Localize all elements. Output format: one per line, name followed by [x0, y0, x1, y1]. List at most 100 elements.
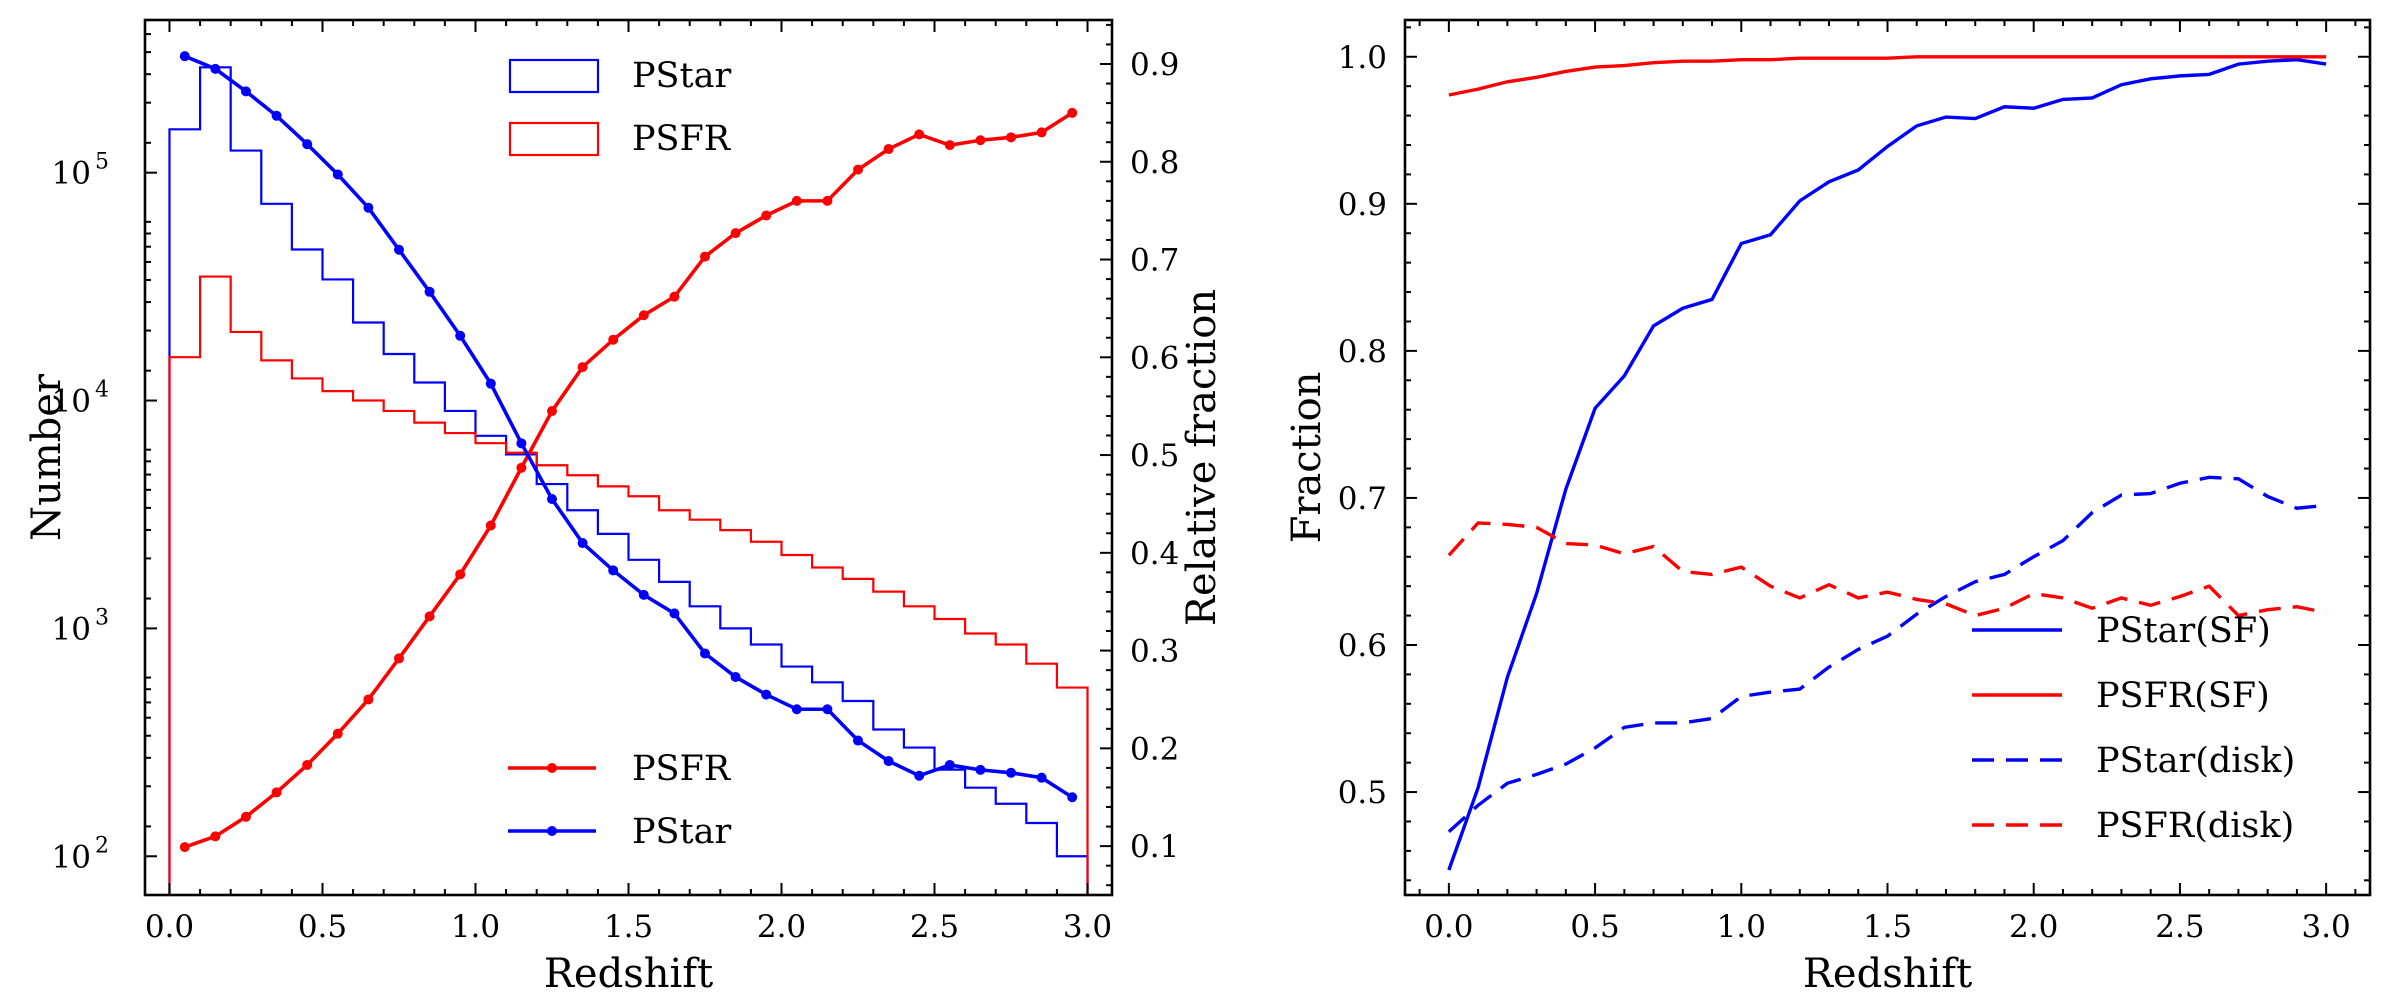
point-pstar: [700, 648, 711, 659]
point-pstar: [271, 110, 282, 121]
x-tick-label: 1.5: [1863, 909, 1912, 945]
legend-label: PStar(SF): [2096, 611, 2271, 651]
point-pstar: [761, 689, 772, 700]
point-psfr: [546, 406, 557, 417]
point-psfr: [853, 164, 864, 175]
x-tick-label: 0.5: [298, 909, 347, 945]
y2-tick-label: 0.6: [1130, 340, 1179, 376]
legend-label: PStar(disk): [2096, 741, 2295, 781]
series-line-psfr: [184, 111, 1074, 849]
point-pstar: [791, 704, 802, 715]
legend-label: PSFR(disk): [2096, 806, 2294, 846]
legend-label: PSFR: [632, 749, 732, 789]
point-psfr: [179, 842, 190, 853]
x-tick-label: 2.5: [2155, 909, 2204, 945]
point-psfr: [700, 251, 711, 262]
point-psfr: [975, 135, 986, 146]
legend-label: PSFR(SF): [2096, 676, 2270, 716]
series-line-pstar-disk: [1447, 475, 2327, 834]
y-tick-label: 1.0: [1338, 40, 1387, 76]
legend-marker-pstar: [547, 826, 557, 836]
point-psfr: [485, 520, 496, 531]
y-axis-label: Fraction: [1284, 372, 1330, 544]
point-psfr: [455, 569, 466, 580]
point-pstar: [1067, 792, 1078, 803]
point-pstar: [883, 756, 894, 767]
point-psfr: [332, 728, 343, 739]
x-tick-label: 3.0: [1063, 909, 1112, 945]
series-line-psfr-disk: [1447, 521, 2327, 618]
point-psfr: [393, 653, 404, 664]
y-tick-label: 0.6: [1338, 628, 1387, 664]
point-psfr: [638, 310, 649, 321]
series-line-psfr-sf: [1448, 55, 2327, 97]
y-tick-label: 10: [52, 839, 91, 875]
y2-tick-label: 0.9: [1130, 47, 1179, 83]
point-pstar: [302, 139, 313, 150]
legend-fractions: PSFR PStar: [508, 749, 732, 852]
point-psfr: [761, 210, 772, 221]
point-pstar: [822, 704, 833, 715]
x-axis-label: Redshift: [544, 951, 713, 997]
y2-tick-label: 0.7: [1130, 243, 1179, 279]
point-psfr: [577, 362, 588, 373]
series-line-pstar-sf: [1447, 57, 2327, 871]
point-psfr: [424, 611, 435, 622]
point-psfr: [822, 195, 833, 206]
y-tick-label: 10: [52, 611, 91, 647]
point-psfr: [302, 759, 313, 770]
legend-label: PStar: [632, 56, 731, 96]
y2-tick-label: 0.2: [1130, 731, 1179, 767]
y2-axis-label: Relative fraction: [1179, 289, 1225, 626]
point-pstar: [546, 494, 557, 505]
point-pstar: [944, 759, 955, 770]
point-psfr: [944, 140, 955, 151]
point-pstar: [669, 608, 680, 619]
point-pstar: [179, 51, 190, 62]
y-tick-exponent: 5: [95, 150, 109, 175]
x-tick-label: 3.0: [2301, 909, 2350, 945]
point-psfr: [240, 811, 251, 822]
x-tick-label: 1.0: [1717, 909, 1766, 945]
point-pstar: [1006, 767, 1017, 778]
point-psfr: [210, 831, 221, 842]
y2-tick-label: 0.4: [1130, 536, 1179, 572]
y-axis-label: Number: [24, 373, 70, 541]
point-psfr: [608, 334, 619, 345]
y-tick-label: 0.9: [1338, 187, 1387, 223]
point-pstar: [853, 735, 864, 746]
point-pstar: [393, 244, 404, 255]
point-pstar: [1036, 772, 1047, 783]
legend-label: PStar: [632, 812, 731, 852]
legend-swatch-psfr: [508, 121, 600, 157]
y2-tick-label: 0.1: [1130, 829, 1179, 865]
point-psfr: [730, 228, 741, 239]
legend-label: PSFR: [632, 119, 732, 159]
x-tick-label: 1.5: [604, 909, 653, 945]
point-psfr: [669, 291, 680, 302]
y-tick-label: 0.8: [1338, 334, 1387, 370]
point-psfr: [516, 462, 527, 473]
point-psfr: [271, 787, 282, 798]
x-tick-label: 1.0: [451, 909, 500, 945]
x-tick-label: 0.0: [1424, 909, 1473, 945]
point-pstar: [638, 589, 649, 600]
point-pstar: [210, 63, 221, 74]
y2-tick-label: 0.3: [1130, 634, 1179, 670]
y2-tick-label: 0.5: [1130, 438, 1179, 474]
point-pstar: [332, 169, 343, 180]
right-plot-area: [1447, 55, 2327, 871]
x-tick-label: 0.5: [1570, 909, 1619, 945]
y2-tick-label: 0.8: [1130, 145, 1179, 181]
legend-right: PStar(SF) PSFR(SF) PStar(disk) PSFR(disk): [1972, 611, 2295, 846]
point-pstar: [516, 438, 527, 449]
point-pstar: [730, 671, 741, 682]
point-pstar: [363, 202, 374, 213]
y-tick-exponent: 2: [95, 833, 109, 858]
point-pstar: [424, 286, 435, 297]
x-axis-label: Redshift: [1803, 951, 1972, 997]
y-tick-label: 0.5: [1338, 775, 1387, 811]
legend-marker-psfr: [547, 763, 557, 773]
legend-swatch-pstar: [508, 58, 600, 94]
